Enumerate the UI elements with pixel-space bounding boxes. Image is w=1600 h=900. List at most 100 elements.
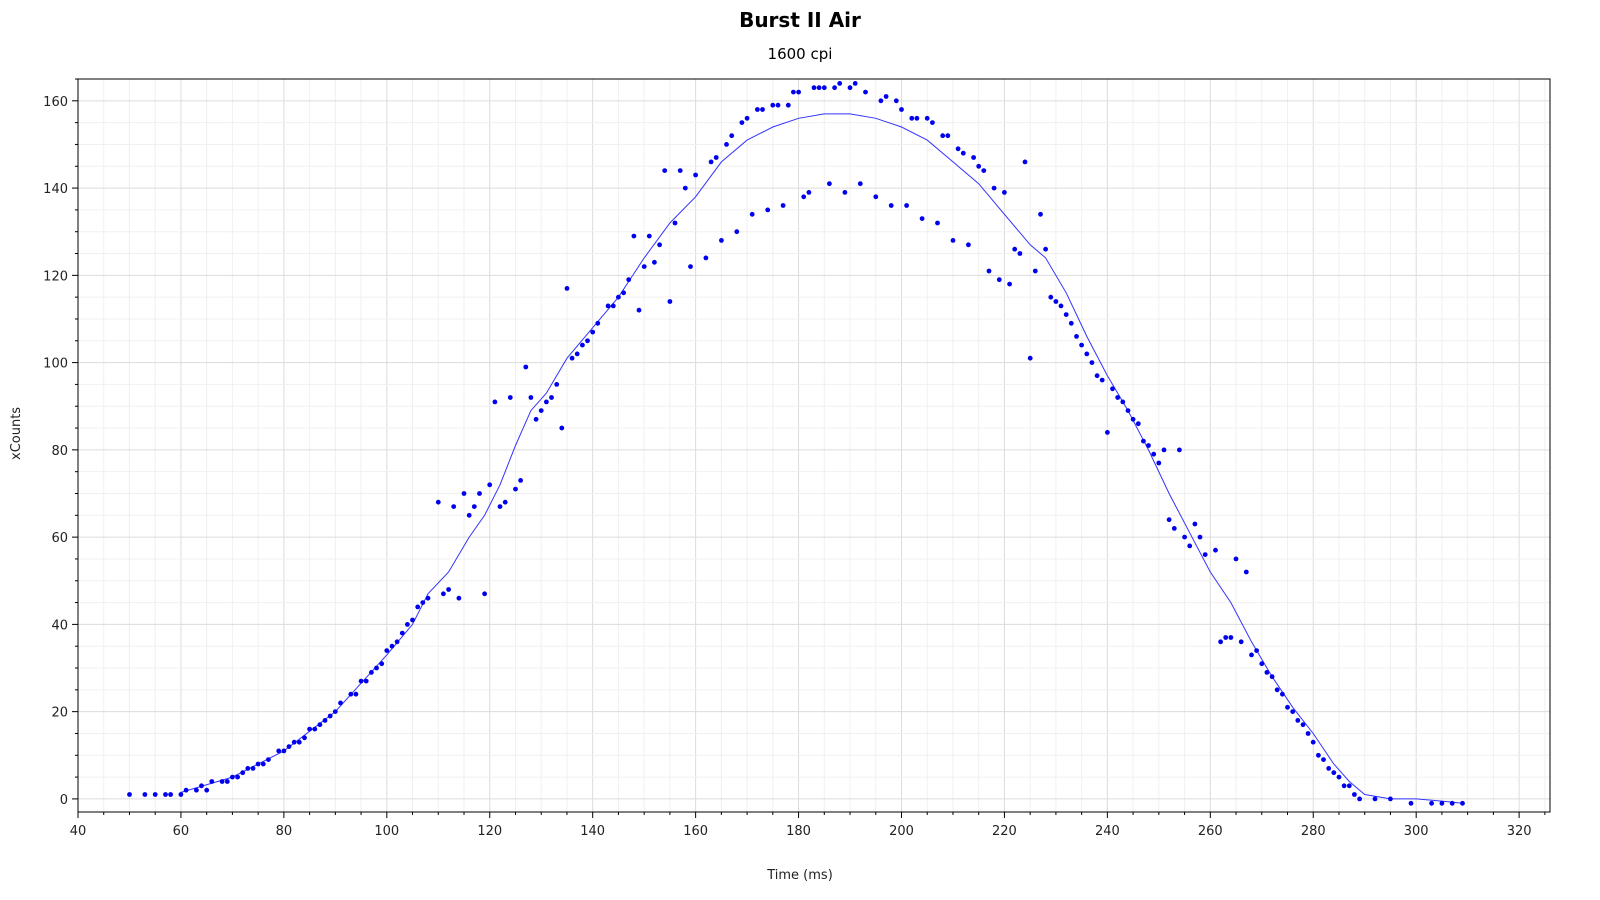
data-point	[1151, 451, 1157, 457]
data-point	[760, 107, 765, 112]
data-point	[1084, 351, 1090, 357]
data-point	[1269, 674, 1275, 680]
data-point	[384, 648, 390, 653]
data-point	[1331, 770, 1337, 776]
data-point	[363, 678, 369, 684]
data-point	[585, 338, 590, 344]
data-point	[204, 787, 210, 793]
data-point	[888, 203, 894, 208]
data-point	[1233, 556, 1239, 562]
data-point	[497, 504, 503, 509]
data-point	[549, 395, 554, 400]
data-point	[1074, 334, 1079, 339]
data-point	[775, 102, 781, 108]
data-point	[1202, 552, 1208, 557]
data-point	[631, 233, 637, 239]
data-point	[538, 408, 544, 413]
data-point	[785, 102, 791, 108]
data-point	[250, 766, 256, 771]
data-point	[636, 307, 642, 313]
data-point	[626, 277, 632, 283]
data-point	[518, 478, 523, 483]
data-point	[610, 303, 616, 309]
data-point	[981, 168, 987, 174]
data-point	[1094, 373, 1100, 379]
x-tick-label: 140	[580, 824, 605, 839]
data-point	[1135, 421, 1141, 427]
data-point	[1197, 534, 1203, 540]
x-tick-label: 60	[173, 824, 190, 839]
data-point	[1156, 460, 1162, 466]
data-point	[569, 355, 575, 361]
data-point	[1321, 757, 1326, 762]
data-point	[1218, 639, 1223, 645]
data-point	[1187, 543, 1193, 549]
data-point	[904, 203, 909, 208]
axes: 40 60 80 100 120 140 160 180 200 220 240 260 280 300 3…	[43, 78, 1546, 839]
data-point	[544, 399, 549, 405]
data-point	[1341, 783, 1347, 789]
data-point	[734, 229, 740, 235]
data-point	[523, 364, 529, 370]
data-point	[940, 133, 946, 139]
data-point	[1058, 303, 1064, 309]
data-point	[374, 665, 379, 671]
data-point	[729, 133, 735, 139]
x-tick-label: 280	[1301, 824, 1326, 839]
data-point	[389, 643, 395, 649]
data-point	[713, 155, 719, 160]
data-point	[708, 159, 714, 165]
y-tick-label: 160	[43, 95, 68, 110]
data-point	[564, 286, 570, 291]
data-point	[1249, 652, 1254, 658]
data-point	[1079, 342, 1084, 348]
data-point	[302, 735, 307, 741]
data-point	[971, 155, 976, 160]
data-point	[533, 416, 539, 422]
data-point	[338, 700, 343, 706]
data-point	[1146, 443, 1151, 448]
data-point	[317, 722, 323, 728]
data-point	[1357, 796, 1362, 802]
data-point	[1408, 800, 1414, 806]
data-point	[451, 504, 457, 509]
data-points-layer	[127, 81, 1465, 806]
data-point	[719, 238, 724, 243]
data-point	[307, 726, 312, 732]
data-point	[456, 595, 462, 601]
data-point	[955, 146, 961, 152]
data-point	[410, 617, 415, 623]
data-point	[425, 595, 431, 601]
data-point	[930, 120, 935, 125]
data-point	[960, 150, 966, 156]
y-tick-label: 60	[51, 531, 68, 546]
plot-frame	[77, 78, 1551, 813]
data-point	[1130, 416, 1136, 422]
data-point	[996, 277, 1002, 283]
data-point	[688, 264, 693, 269]
data-point	[1068, 320, 1074, 326]
data-point	[1213, 547, 1218, 553]
data-point	[235, 774, 241, 780]
data-point	[224, 779, 230, 784]
data-point	[1439, 800, 1445, 806]
data-point	[672, 220, 678, 226]
data-point	[291, 739, 297, 745]
data-point	[312, 726, 318, 732]
data-point	[507, 395, 513, 400]
data-point	[744, 115, 750, 121]
data-point	[605, 303, 611, 309]
data-point	[667, 299, 673, 304]
data-point	[1274, 687, 1280, 693]
y-tick-label: 120	[43, 269, 68, 284]
data-point	[1161, 447, 1167, 453]
data-point	[677, 168, 683, 174]
data-point	[1310, 739, 1316, 745]
y-tick-label: 140	[43, 182, 68, 197]
data-point	[1022, 159, 1028, 165]
data-point	[1388, 796, 1393, 802]
data-point	[466, 512, 472, 518]
data-point	[1372, 796, 1378, 802]
x-tick-label: 160	[683, 824, 708, 839]
data-point	[827, 181, 832, 187]
